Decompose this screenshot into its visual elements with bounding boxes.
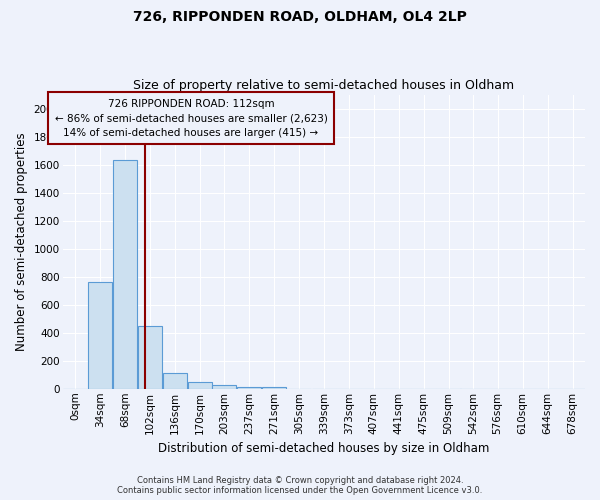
Bar bbox=[137, 326, 162, 389]
Bar bbox=[113, 160, 137, 389]
Y-axis label: Number of semi-detached properties: Number of semi-detached properties bbox=[15, 132, 28, 351]
Bar bbox=[212, 385, 236, 389]
X-axis label: Distribution of semi-detached houses by size in Oldham: Distribution of semi-detached houses by … bbox=[158, 442, 490, 455]
Text: 726 RIPPONDEN ROAD: 112sqm
← 86% of semi-detached houses are smaller (2,623)
14%: 726 RIPPONDEN ROAD: 112sqm ← 86% of semi… bbox=[55, 98, 328, 138]
Bar bbox=[88, 282, 112, 389]
Title: Size of property relative to semi-detached houses in Oldham: Size of property relative to semi-detach… bbox=[133, 79, 514, 92]
Bar bbox=[262, 388, 286, 389]
Bar bbox=[236, 386, 261, 389]
Text: Contains HM Land Registry data © Crown copyright and database right 2024.
Contai: Contains HM Land Registry data © Crown c… bbox=[118, 476, 482, 495]
Text: 726, RIPPONDEN ROAD, OLDHAM, OL4 2LP: 726, RIPPONDEN ROAD, OLDHAM, OL4 2LP bbox=[133, 10, 467, 24]
Bar bbox=[163, 374, 187, 389]
Bar bbox=[188, 382, 212, 389]
